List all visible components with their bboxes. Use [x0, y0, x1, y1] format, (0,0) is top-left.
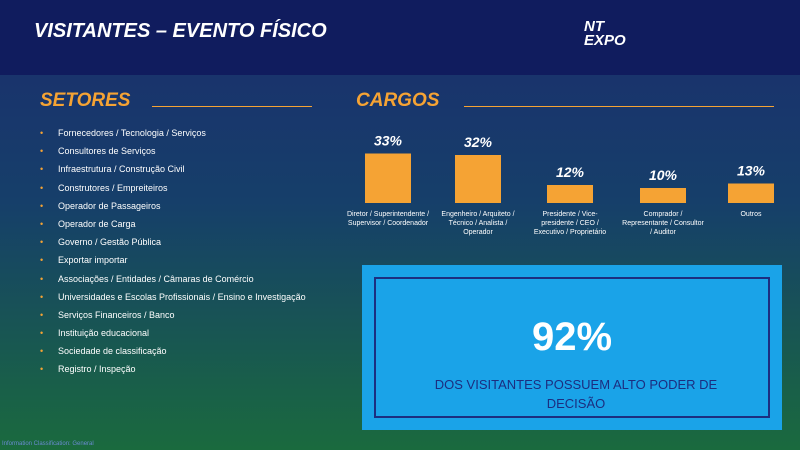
category-label: Outros	[740, 211, 762, 218]
value-label: 32%	[464, 134, 493, 150]
chart-title: CARGOS	[356, 90, 440, 111]
sector-item: Registro / Inspeção	[40, 364, 306, 382]
sector-item: Construtores / Empreiteiros	[40, 183, 306, 201]
slide-title: VISITANTES – EVENTO FÍSICO	[34, 20, 327, 42]
sector-list: Fornecedores / Tecnologia / ServiçosCons…	[40, 128, 306, 383]
highlight-text: DOS VISITANTES POSSUEM ALTO PODER DE DEC…	[434, 377, 718, 411]
sector-item: Operador de Carga	[40, 219, 306, 237]
logo-line: NT	[584, 18, 604, 35]
sector-item: Universidades e Escolas Profissionais / …	[40, 292, 306, 310]
sector-item: Infraestrutura / Construção Civil	[40, 164, 306, 182]
logo: NT EXPO	[584, 18, 626, 49]
top-bar	[0, 0, 800, 75]
bar	[640, 188, 686, 203]
rule	[464, 106, 774, 107]
footer: Information Classification: General	[2, 441, 94, 447]
sector-item: Serviços Financeiros / Banco	[40, 310, 306, 328]
bar	[547, 185, 593, 203]
category-label: Comprador / Representante / Consultor / …	[622, 211, 704, 236]
bar	[365, 153, 411, 203]
sector-item: Instituição educacional	[40, 328, 306, 346]
highlight-frame: 92% DOS VISITANTES POSSUEM ALTO PODER DE…	[374, 277, 770, 418]
value-label: 10%	[649, 167, 678, 183]
category-label: Presidente / Vice-presidente / CEO / Exe…	[533, 211, 607, 236]
section-title: SETORES	[40, 90, 131, 111]
bar	[728, 183, 774, 203]
sector-item: Exportar importar	[40, 255, 306, 273]
sector-item: Associações / Entidades / Câmaras de Com…	[40, 274, 306, 292]
value-label: 12%	[556, 164, 585, 180]
value-label: 33%	[374, 133, 403, 149]
sector-item: Consultores de Serviços	[40, 146, 306, 164]
highlight-value: 92%	[531, 315, 613, 359]
logo-line: EXPO	[584, 32, 626, 49]
rule	[152, 106, 312, 107]
chart: 33% 32% 12% 10% 13%	[365, 133, 774, 203]
sector-item: Governo / Gestão Pública	[40, 237, 306, 255]
category-label: Engenheiro / Arquiteto / Técnico / Anali…	[441, 211, 515, 236]
highlight-box: 92% DOS VISITANTES POSSUEM ALTO PODER DE…	[362, 265, 782, 430]
sector-item: Fornecedores / Tecnologia / Serviços	[40, 128, 306, 146]
bar	[455, 155, 501, 203]
category-label: Diretor / Superintendente / Supervisor /…	[346, 211, 430, 227]
value-label: 13%	[737, 163, 766, 179]
sector-item: Sociedade de classificação	[40, 346, 306, 364]
sector-item: Operador de Passageiros	[40, 201, 306, 219]
